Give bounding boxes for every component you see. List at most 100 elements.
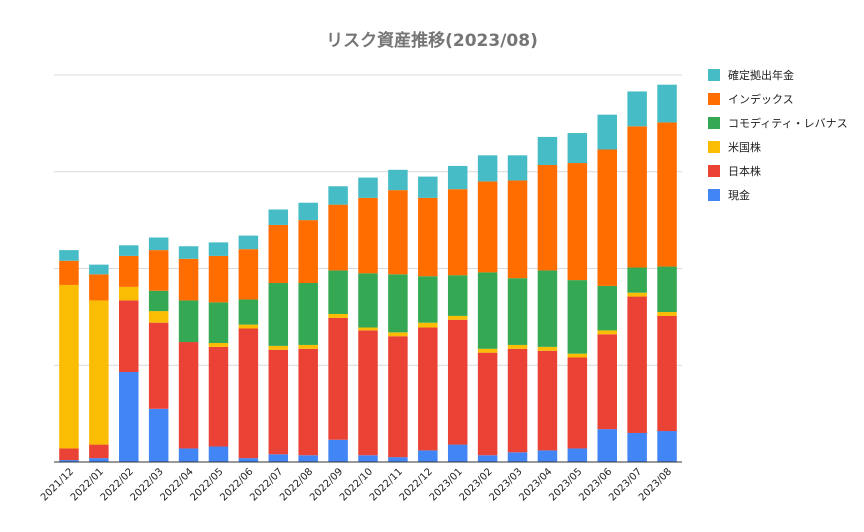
bar-segment-日本株-2022/04 [178, 342, 199, 449]
bar-segment-日本株-2023/05 [567, 357, 588, 449]
bar-segment-確定拠出年金-2022/06 [238, 235, 259, 250]
bar-segment-米国株-2022/10 [358, 327, 378, 331]
bar-segment-日本株-2022/03 [148, 322, 169, 409]
legend-item-日本株: 日本株 [708, 164, 761, 178]
bar-segment-日本株-2023/02 [477, 352, 498, 456]
bar-segment-確定拠出年金-2022/01 [89, 264, 109, 275]
bar-segment-米国株-2022/09 [328, 313, 348, 318]
bar-stack-2022/09 [328, 186, 348, 462]
bar-segment-確定拠出年金-2022/03 [148, 237, 169, 251]
bar-segment-確定拠出年金-2023/07 [627, 91, 647, 127]
bar-segment-確定拠出年金-2022/11 [388, 169, 408, 191]
bar-segment-確定拠出年金-2022/12 [418, 176, 438, 198]
bar-segment-米国株-2023/02 [477, 348, 498, 353]
legend-label: コモディティ・レバナス [728, 116, 848, 130]
bar-segment-コモディティ・レバナス-2022/06 [238, 299, 259, 325]
bar-segment-現金-2023/04 [537, 450, 558, 462]
bar-segment-コモディティ・レバナス-2022/04 [178, 300, 199, 343]
bar-segment-インデックス-2023/06 [597, 149, 617, 286]
legend-swatch [708, 165, 720, 177]
bar-segment-米国株-2023/07 [627, 292, 647, 297]
bar-segment-日本株-2022/12 [418, 327, 438, 451]
bar-stack-2022/03 [148, 237, 169, 462]
legend-swatch [708, 141, 720, 153]
bar-segment-インデックス-2022/10 [358, 197, 378, 274]
bar-segment-インデックス-2023/02 [477, 181, 498, 273]
legend-label: 現金 [728, 188, 750, 202]
bar-segment-現金-2023/06 [597, 429, 617, 462]
bar-segment-確定拠出年金-2022/04 [178, 246, 199, 259]
bar-segment-コモディティ・レバナス-2023/04 [537, 270, 558, 347]
bar-segment-コモディティ・レバナス-2023/08 [657, 266, 677, 313]
bar-segment-コモディティ・レバナス-2022/11 [388, 274, 408, 333]
legend-item-現金: 現金 [708, 188, 750, 202]
bar-segment-現金-2023/02 [477, 455, 498, 462]
bar-segment-現金-2022/12 [418, 450, 438, 462]
bar-segment-現金-2022/11 [388, 457, 408, 462]
bar-stack-2023/07 [627, 91, 647, 462]
bar-segment-確定拠出年金-2023/08 [657, 84, 677, 123]
bar-segment-現金-2022/05 [208, 446, 229, 462]
bar-segment-確定拠出年金-2022/09 [328, 186, 348, 205]
bar-segment-米国株-2022/07 [268, 345, 289, 350]
bar-segment-インデックス-2022/09 [328, 204, 348, 271]
x-tick-label: 2023/08 [637, 466, 674, 503]
bar-segment-米国株-2023/08 [657, 312, 677, 316]
bar-segment-現金-2023/08 [657, 431, 677, 462]
bar-segment-インデックス-2022/07 [268, 224, 289, 284]
bar-segment-コモディティ・レバナス-2023/01 [447, 275, 468, 316]
bar-segment-コモディティ・レバナス-2023/07 [627, 267, 647, 293]
bar-segment-米国株-2022/02 [119, 286, 139, 301]
bar-segment-日本株-2022/11 [388, 336, 408, 458]
bar-segment-インデックス-2023/07 [627, 126, 647, 268]
bar-segment-日本株-2023/03 [507, 348, 528, 453]
bar-segment-現金-2022/09 [328, 439, 348, 462]
legend-item-インデックス: インデックス [708, 92, 794, 106]
bar-stack-2023/02 [477, 155, 498, 462]
bar-segment-現金-2022/03 [148, 408, 169, 462]
bar-segment-確定拠出年金-2021/12 [59, 250, 79, 261]
bar-segment-米国株-2022/03 [148, 311, 169, 323]
bar-segment-米国株-2023/05 [567, 353, 588, 358]
bar-segment-日本株-2023/08 [657, 315, 677, 432]
bar-segment-米国株-2022/08 [298, 344, 318, 349]
bar-segment-確定拠出年金-2022/05 [208, 242, 229, 256]
bar-segment-インデックス-2022/04 [178, 258, 199, 301]
legend-swatch [708, 93, 720, 105]
bar-segment-確定拠出年金-2023/02 [477, 155, 498, 182]
bar-segment-インデックス-2023/08 [657, 122, 677, 267]
bar-segment-現金-2022/02 [119, 372, 139, 462]
bar-segment-米国株-2023/03 [507, 344, 528, 349]
bar-stack-2023/01 [447, 165, 468, 462]
bar-segment-日本株-2022/06 [238, 328, 259, 459]
bar-stack-2022/08 [298, 202, 318, 462]
bar-segment-現金-2022/08 [298, 455, 318, 462]
legend-label: インデックス [728, 92, 794, 106]
bar-segment-日本株-2022/01 [89, 444, 109, 459]
bar-segment-日本株-2022/07 [268, 349, 289, 455]
bar-segment-米国株-2022/05 [208, 343, 229, 347]
bar-segment-インデックス-2023/01 [447, 189, 468, 276]
bar-segment-コモディティ・レバナス-2022/05 [208, 302, 229, 343]
bar-segment-インデックス-2022/11 [388, 190, 408, 275]
legend-swatch [708, 69, 720, 81]
bar-segment-確定拠出年金-2023/01 [447, 165, 468, 190]
bar-stack-2022/11 [388, 169, 408, 462]
legend-swatch [708, 189, 720, 201]
bar-stack-2022/07 [268, 209, 289, 462]
bar-segment-インデックス-2021/12 [59, 260, 79, 285]
bar-stack-2022/05 [208, 242, 229, 462]
bar-segment-コモディティ・レバナス-2022/03 [148, 290, 169, 312]
bar-segment-確定拠出年金-2023/03 [507, 155, 528, 181]
legend-label: 確定拠出年金 [728, 68, 794, 82]
bar-stack-2021/12 [59, 250, 79, 462]
bar-segment-コモディティ・レバナス-2022/09 [328, 270, 348, 314]
bar-stack-2023/08 [657, 84, 677, 462]
bar-segment-現金-2022/07 [268, 454, 289, 462]
bar-stack-2023/05 [567, 133, 588, 462]
bar-stack-2023/04 [537, 136, 558, 462]
bar-segment-現金-2023/01 [447, 444, 468, 462]
bar-segment-日本株-2023/07 [627, 296, 647, 433]
